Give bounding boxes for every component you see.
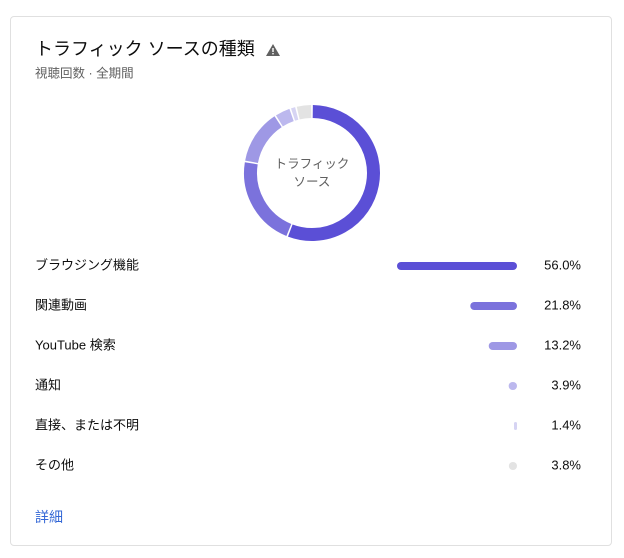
value-label: 56.0% [544,257,581,272]
row-label: その他 [35,457,74,472]
value-label: 1.4% [551,417,581,432]
center-label: トラフィック ソース [274,157,350,189]
details-link[interactable]: 詳細 [35,509,63,525]
value-label: 21.8% [544,297,581,312]
row-label: 直接、または不明 [35,417,139,432]
donut-segment [291,107,299,121]
card [10,16,612,546]
warning-icon [266,44,280,56]
value-label: 3.8% [551,457,581,472]
bar [397,262,517,270]
donut-segment [275,108,294,127]
donut-segment [245,116,282,164]
row-label: ブラウジング機能 [35,257,139,272]
chart-title: トラフィック ソースの種類 [35,39,255,59]
bar [488,342,517,350]
donut-segment [296,105,312,120]
bar [508,382,517,390]
value-label: 13.2% [544,337,581,352]
value-label: 3.9% [551,377,581,392]
row-label: 通知 [35,377,61,392]
row-label: 関連動画 [35,297,87,312]
donut-segment [287,105,380,241]
row-label: YouTube 検索 [35,337,116,352]
chart-subtitle: 視聴回数 · 全期間 [35,65,134,80]
donut-segment [244,162,292,236]
bar [514,422,517,430]
bar [470,302,517,310]
bar [508,462,517,470]
